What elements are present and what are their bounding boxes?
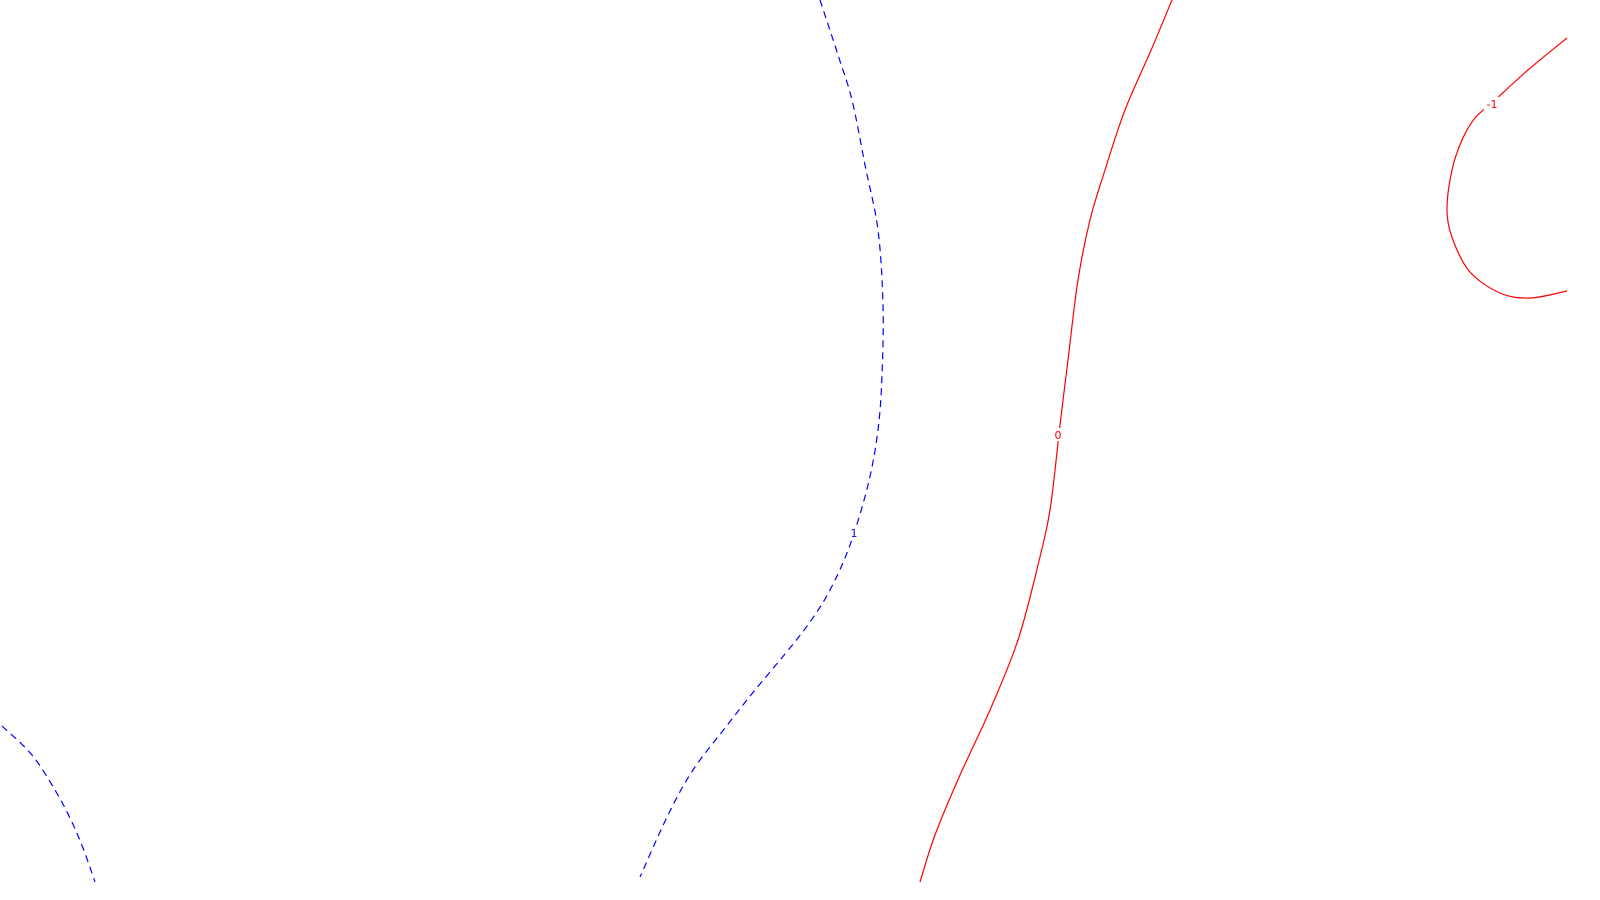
contour-line-level-neg1-0 — [1446, 37, 1568, 299]
contour-line-level-0-0 — [919, 0, 1173, 883]
contour-line-level-1-1 — [1, 725, 96, 883]
contour-label-level-0: 0 — [1055, 429, 1062, 442]
contour-label-level-neg1: -1 — [1487, 98, 1498, 111]
contour-labels: 1 0 -1 — [849, 97, 1500, 540]
contour-lines — [1, 0, 1568, 883]
contour-line-level-1-0 — [639, 0, 884, 878]
contour-label-background — [1484, 97, 1500, 110]
contour-label-background — [849, 526, 859, 539]
contour-label-level-1: 1 — [851, 527, 858, 540]
contour-label-background — [1053, 428, 1063, 441]
